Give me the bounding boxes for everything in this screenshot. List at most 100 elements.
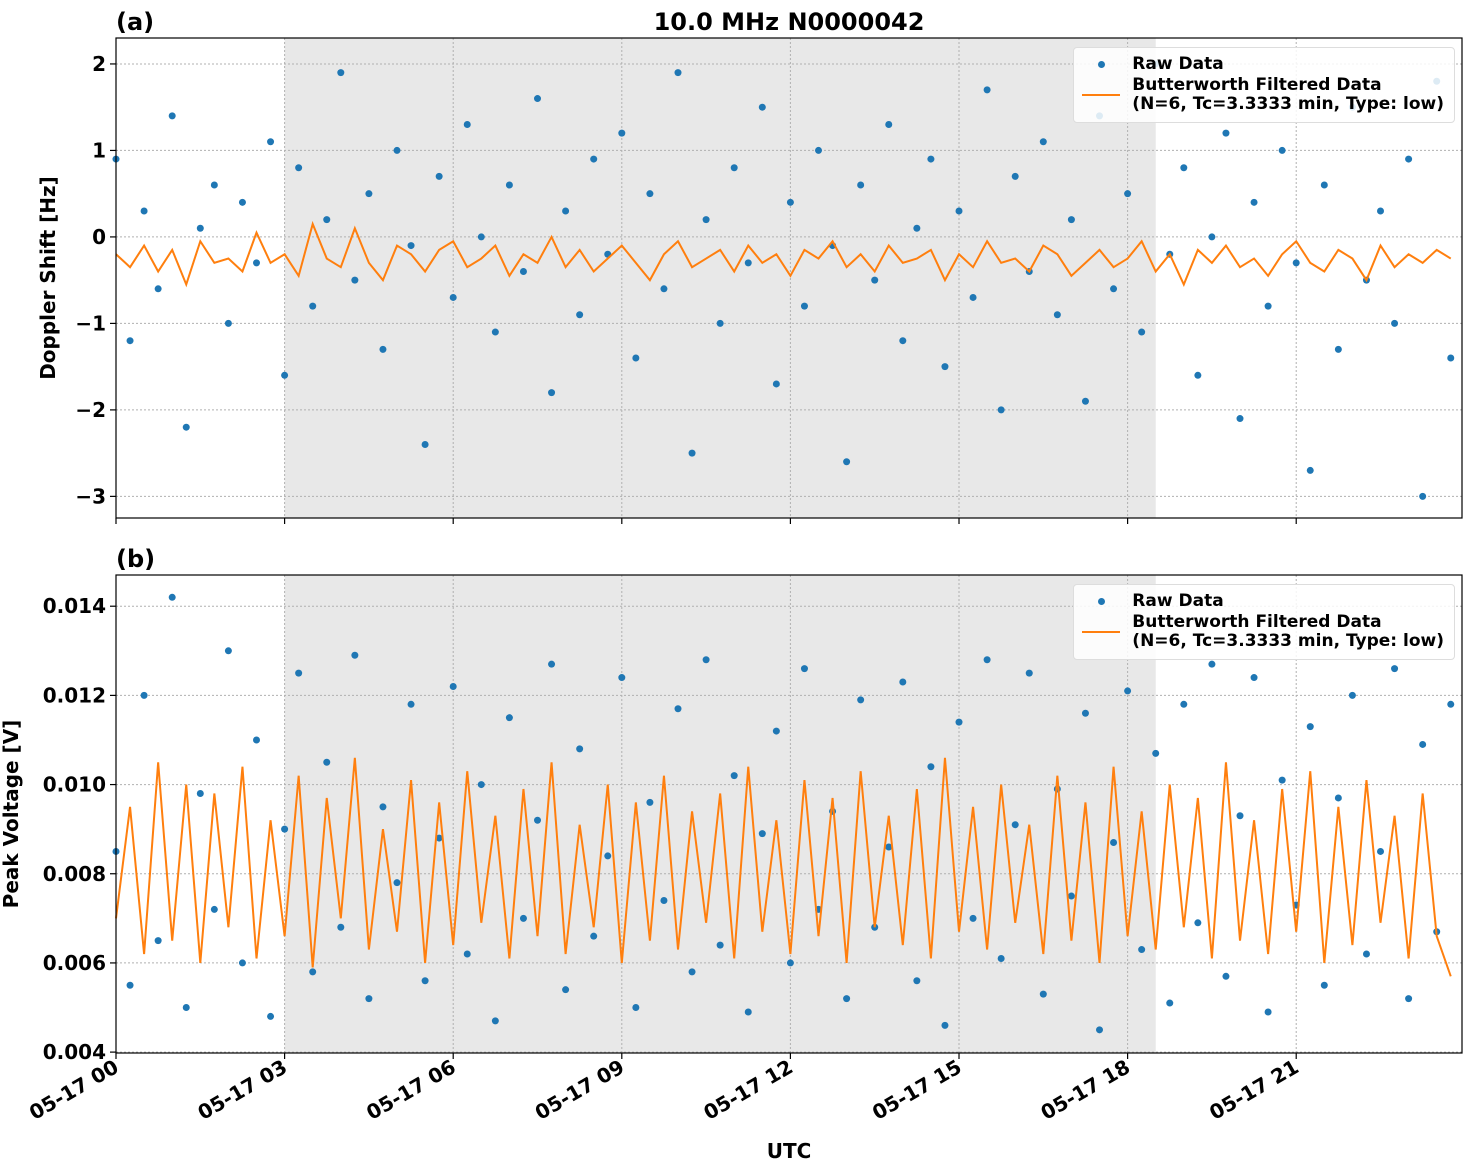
raw-point (1067, 892, 1075, 900)
plot-area (112, 60, 1455, 500)
raw-point (196, 224, 204, 232)
raw-point (702, 216, 710, 224)
raw-point (843, 458, 851, 466)
y-tick-label: 1 (92, 138, 106, 162)
raw-point (1377, 207, 1385, 215)
raw-point (379, 803, 387, 811)
raw-point (154, 285, 162, 293)
chart-title: 10.0 MHz N0000042 (654, 8, 925, 36)
raw-point (1208, 660, 1216, 668)
raw-point (1166, 999, 1174, 1007)
x-tick-label: 05-17 12 (699, 1055, 797, 1125)
raw-point (351, 276, 359, 284)
x-tick-label: 05-17 03 (194, 1055, 292, 1125)
raw-point (323, 216, 331, 224)
legend-label: Raw Data (1132, 590, 1224, 611)
raw-point (632, 354, 640, 362)
y-tick-label: −1 (75, 311, 106, 335)
raw-point (857, 696, 865, 704)
y-tick-label: −2 (75, 398, 106, 422)
raw-point (955, 718, 963, 726)
raw-point (857, 181, 865, 189)
legend-symbol (1080, 85, 1124, 105)
raw-point (295, 164, 303, 172)
raw-point (590, 155, 598, 163)
raw-point (772, 380, 780, 388)
raw-point (1124, 190, 1132, 198)
raw-point (393, 879, 401, 887)
raw-point (1236, 415, 1244, 423)
raw-point (1180, 164, 1188, 172)
x-axis-label: UTC (767, 1139, 812, 1163)
raw-point (1096, 1026, 1104, 1034)
shaded-span (284, 575, 1156, 1053)
raw-point (1334, 345, 1342, 353)
raw-point (843, 995, 851, 1003)
raw-point (393, 146, 401, 154)
raw-point (955, 207, 963, 215)
raw-point (534, 816, 542, 824)
raw-point (688, 449, 696, 457)
raw-point (1180, 700, 1188, 708)
raw-point (800, 665, 808, 673)
raw-point (267, 138, 275, 146)
raw-point (913, 977, 921, 985)
y-tick-label: 0.006 (43, 951, 106, 975)
raw-point (224, 319, 232, 327)
legend-entry: Butterworth Filtered Data (N=6, Tc=3.333… (1080, 76, 1444, 114)
raw-point (407, 242, 415, 250)
raw-point (1194, 371, 1202, 379)
raw-point (885, 120, 893, 128)
raw-point (913, 224, 921, 232)
raw-point (168, 112, 176, 120)
raw-point (590, 932, 598, 940)
raw-point (1405, 155, 1413, 163)
raw-point (562, 207, 570, 215)
raw-point (871, 276, 879, 284)
raw-point (983, 656, 991, 664)
raw-point (337, 69, 345, 77)
raw-point (1124, 687, 1132, 695)
raw-point (997, 406, 1005, 414)
raw-point (435, 172, 443, 180)
legend-entry: Raw Data (1080, 591, 1444, 611)
raw-point (815, 146, 823, 154)
raw-point (548, 660, 556, 668)
legend-entry: Raw Data (1080, 54, 1444, 74)
raw-point (1250, 674, 1258, 682)
raw-point (1025, 669, 1033, 677)
raw-point (477, 781, 485, 789)
raw-point (1306, 466, 1314, 474)
raw-point (1236, 812, 1244, 820)
y-tick-label: 0 (92, 225, 106, 249)
raw-point (1278, 776, 1286, 784)
raw-point (337, 923, 345, 931)
x-tick-label: 05-17 21 (1205, 1055, 1303, 1125)
raw-point (1348, 691, 1356, 699)
raw-point (1306, 723, 1314, 731)
legend-marker (1098, 598, 1106, 605)
raw-point (1138, 946, 1146, 954)
raw-point (253, 259, 261, 267)
x-tick-label: 05-17 15 (868, 1055, 966, 1125)
raw-point (1320, 981, 1328, 989)
raw-point (1391, 665, 1399, 673)
raw-point (786, 198, 794, 206)
legend-entry: Butterworth Filtered Data (N=6, Tc=3.333… (1080, 613, 1444, 651)
raw-point (365, 995, 373, 1003)
raw-point (885, 843, 893, 851)
raw-point (126, 337, 134, 345)
raw-point (491, 328, 499, 336)
legend-line (1082, 94, 1121, 96)
raw-point (1081, 397, 1089, 405)
raw-point (1152, 749, 1160, 757)
raw-point (941, 363, 949, 371)
legend-symbol (1080, 54, 1124, 74)
raw-point (281, 371, 289, 379)
raw-point (421, 977, 429, 985)
raw-point (1208, 233, 1216, 241)
y-tick-label: 0.008 (43, 862, 106, 886)
raw-point (323, 758, 331, 766)
